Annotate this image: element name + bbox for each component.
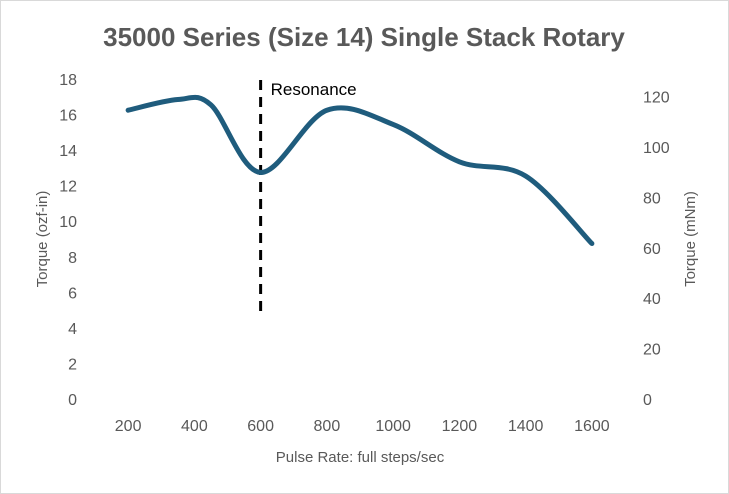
y2-tick-label: 40	[643, 291, 661, 308]
y-tick-label: 4	[68, 321, 77, 338]
x-tick-label: 600	[247, 418, 274, 435]
y2-tick-label: 120	[643, 90, 670, 107]
x-tick-label: 1200	[442, 418, 478, 435]
right-axis-ticks: 0 20 40 60 80 100 120	[643, 90, 670, 409]
y-tick-label: 18	[59, 72, 77, 89]
y-tick-label: 8	[68, 250, 77, 267]
y2-tick-label: 20	[643, 342, 661, 359]
x-axis-title: Pulse Rate: full steps/sec	[276, 449, 445, 466]
x-tick-label: 200	[115, 418, 142, 435]
y2-tick-label: 100	[643, 140, 670, 157]
left-axis-ticks: 0 2 4 6 8 10 12 14 16 18	[59, 72, 77, 409]
x-tick-label: 1000	[375, 418, 411, 435]
y2-axis-title: Torque (mNm)	[682, 191, 699, 287]
x-tick-label: 400	[181, 418, 208, 435]
y2-tick-label: 80	[643, 190, 661, 207]
resonance-label: Resonance	[271, 80, 357, 99]
x-tick-label: 1400	[508, 418, 544, 435]
x-tick-label: 800	[314, 418, 341, 435]
y2-tick-label: 60	[643, 241, 661, 258]
y-tick-label: 2	[68, 356, 77, 373]
x-axis-ticks: 200 400 600 800 1000 1200 1400 1600	[115, 418, 610, 435]
y-tick-label: 0	[68, 392, 77, 409]
chart-title: 35000 Series (Size 14) Single Stack Rota…	[103, 22, 625, 52]
y-tick-label: 12	[59, 179, 77, 196]
annotations: Resonance	[259, 80, 357, 312]
y2-tick-label: 0	[643, 392, 652, 409]
y-axis-title: Torque (ozf-in)	[34, 191, 51, 288]
torque-series-line	[125, 94, 595, 247]
y-tick-label: 16	[59, 108, 77, 125]
y-tick-label: 6	[68, 285, 77, 302]
x-tick-label: 1600	[574, 418, 610, 435]
series-group	[125, 94, 595, 247]
y-tick-label: 10	[59, 214, 77, 231]
y-tick-label: 14	[59, 143, 77, 160]
